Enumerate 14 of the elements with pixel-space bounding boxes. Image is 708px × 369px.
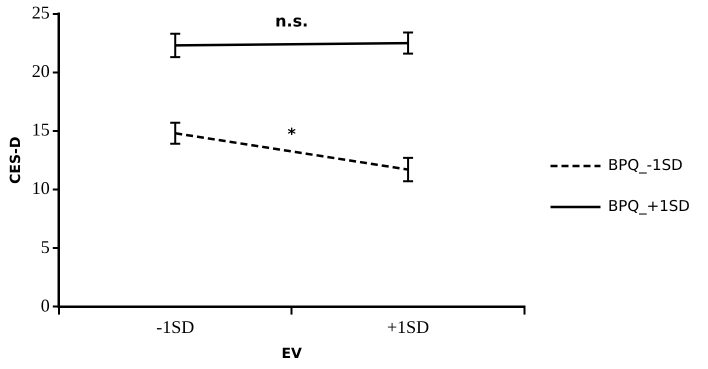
annotation: *: [287, 124, 296, 144]
x-tick-label: -1SD: [156, 317, 194, 338]
y-tick-label: 5: [40, 236, 50, 257]
legend-label: BPQ_-1SD: [608, 156, 683, 174]
y-axis-title: CES-D: [8, 136, 24, 184]
y-tick-label: 0: [40, 295, 50, 316]
x-axis-title: EV: [281, 346, 302, 362]
y-tick-label: 20: [32, 61, 50, 82]
y-tick-label: 25: [32, 2, 50, 23]
x-tick-label: +1SD: [386, 317, 430, 338]
y-tick-label: 15: [32, 120, 50, 140]
legend-label: BPQ_+1SD: [608, 196, 690, 215]
y-tick-label: 10: [32, 178, 50, 198]
annotation: n.s.: [275, 11, 308, 30]
